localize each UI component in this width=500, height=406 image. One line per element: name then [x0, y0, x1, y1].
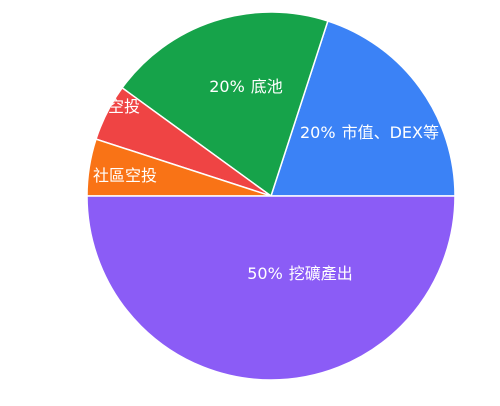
slice-label: 20% 底池: [209, 77, 283, 96]
slice-value-label: 20%: [209, 77, 245, 96]
slice-name: 底池: [251, 77, 283, 96]
slice-label: 社區空投: [93, 166, 157, 185]
slice-label: 20% 市值、DEX等: [300, 123, 439, 142]
slice-name: 挖礦產出: [289, 264, 353, 283]
slice-name: 社區空投: [93, 166, 157, 185]
slice-name: 市值、DEX等: [342, 123, 439, 142]
slice-label: 50% 挖礦產出: [247, 264, 353, 283]
pie-slice: [121, 11, 329, 198]
slice-value-label: 50%: [247, 264, 283, 283]
slice-label: 空投: [108, 97, 140, 116]
slice-value-label: 20%: [300, 123, 336, 142]
pie-slice: [269, 20, 455, 197]
pie-slice: [87, 195, 455, 381]
slice-name: 空投: [108, 97, 140, 116]
